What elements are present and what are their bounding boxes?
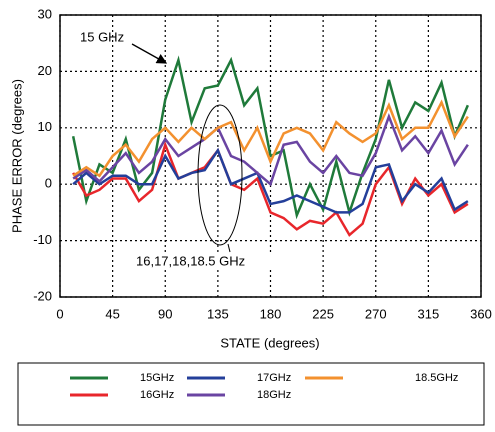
y-tick-label: 0 <box>45 176 52 191</box>
x-tick-label: 135 <box>207 306 229 321</box>
legend-label: 17GHz <box>257 372 291 384</box>
y-tick-label: 30 <box>38 6 52 21</box>
annotation-ellipse <box>197 104 243 246</box>
series-line <box>71 55 469 220</box>
annotation-bg <box>134 254 284 270</box>
y-tick-label: -20 <box>33 288 52 303</box>
annotation-leader <box>227 243 231 253</box>
legend-label: 18.5GHz <box>415 372 458 384</box>
y-tick-label: 20 <box>38 63 52 78</box>
x-tick-label: 180 <box>260 306 282 321</box>
y-axis-label: PHASE ERROR (degrees) <box>9 79 24 233</box>
annotation: 16,17,18,18.5 GHz <box>136 253 245 268</box>
legend-box <box>17 362 485 426</box>
legend-label: 18GHz <box>257 389 291 401</box>
y-tick-label: 10 <box>38 119 52 134</box>
x-tick-label: 225 <box>312 306 334 321</box>
x-tick-label: 45 <box>105 306 119 321</box>
x-tick-label: 270 <box>365 306 387 321</box>
legend-label: 16GHz <box>140 389 174 401</box>
series-line <box>72 112 469 187</box>
series-line <box>72 99 469 178</box>
legend-label: 15GHz <box>140 372 174 384</box>
series-line <box>72 140 469 237</box>
x-tick-label: 0 <box>56 306 63 321</box>
x-axis-label: STATE (degrees) <box>220 335 319 350</box>
annotation-arrow <box>131 43 168 64</box>
y-tick-label: -10 <box>33 232 52 247</box>
plot-frame <box>59 14 482 298</box>
x-tick-label: 315 <box>418 306 440 321</box>
annotation: 15 GHz <box>80 29 124 44</box>
x-tick-label: 90 <box>158 306 172 321</box>
series-line <box>72 147 469 214</box>
x-tick-label: 360 <box>470 306 492 321</box>
